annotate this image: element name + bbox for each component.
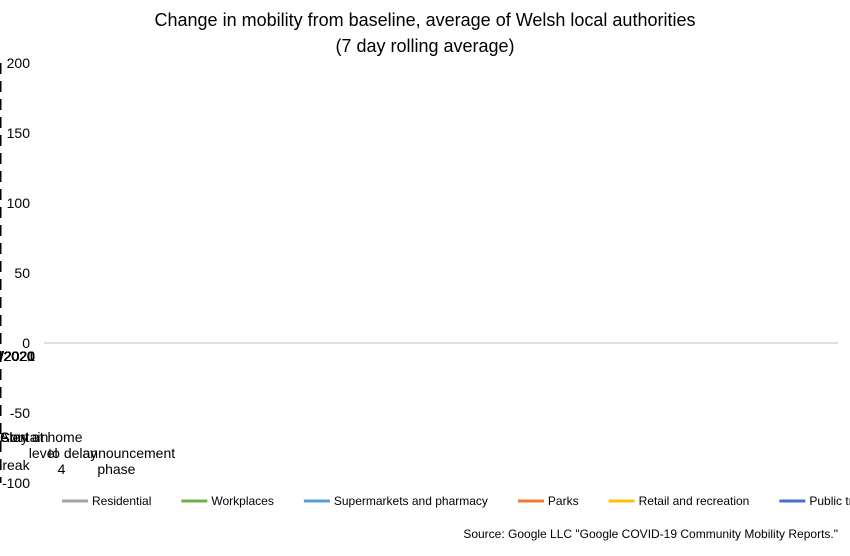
x-tick-label: 15/08/2020	[0, 348, 35, 364]
x-tick-label: 22/02/2020	[0, 348, 35, 364]
event-label-line: Alert	[0, 429, 29, 445]
event-label-line: announcement	[83, 445, 176, 461]
x-tick-label: 28/11/2020	[0, 348, 35, 364]
x-tick-label: 19/09/2020	[0, 348, 35, 364]
x-tick-label: 06/06/2020	[0, 348, 35, 364]
plot-area: 200 150 100 50 0 -50 -100 22/02/202028/03/20200…	[0, 55, 838, 491]
y-tick-label: 200	[7, 55, 31, 71]
x-tick-label: 06/02/2021	[0, 348, 35, 364]
legend-label: Public transport	[809, 494, 850, 508]
chart-subtitle: (7 day rolling average)	[335, 36, 514, 56]
event-label-line: Contain	[0, 429, 48, 445]
event-label-line: level	[29, 445, 58, 461]
legend: Residential Workplaces Supermarkets and ph…	[62, 494, 850, 508]
legend-label: Retail and recreation	[639, 494, 750, 508]
legend-label: Workplaces	[211, 494, 273, 508]
event-label-line: to delay	[48, 445, 97, 461]
event-label-0: Containto delayphase	[0, 429, 136, 477]
event-label-line: 4	[58, 461, 66, 477]
y-tick-label: 0	[22, 335, 30, 351]
y-tick-label: 50	[14, 265, 30, 281]
source-note: Source: Google LLC "Google COVID-19 Comm…	[463, 527, 838, 541]
x-tick-label: 28/03/2020	[0, 348, 35, 364]
legend-label: Parks	[548, 494, 579, 508]
y-tick-label: 100	[7, 195, 31, 211]
y-tick-label: -100	[2, 475, 30, 491]
x-tick-label: 02/01/2021	[0, 348, 35, 364]
x-tick-label: 02/05/2020	[0, 348, 35, 364]
legend-label: Residential	[92, 494, 151, 508]
event-label-line: phase	[97, 461, 135, 477]
x-tick-label: 11/07/2020	[0, 348, 35, 364]
event-label-1: Stay at homeannouncement	[0, 429, 175, 461]
legend-label: Supermarkets and pharmacy	[334, 494, 488, 508]
x-tick-label: 24/10/2020	[0, 348, 35, 364]
chart-title: Change in mobility from baseline, averag…	[155, 10, 696, 30]
y-tick-label: -50	[10, 405, 30, 421]
event-label-line: Stay at home	[0, 429, 83, 445]
event-label-2: Alertlevel4	[0, 429, 66, 477]
y-tick-label: 150	[7, 125, 31, 141]
shaded-region-label-0: Firebreak	[0, 457, 31, 473]
